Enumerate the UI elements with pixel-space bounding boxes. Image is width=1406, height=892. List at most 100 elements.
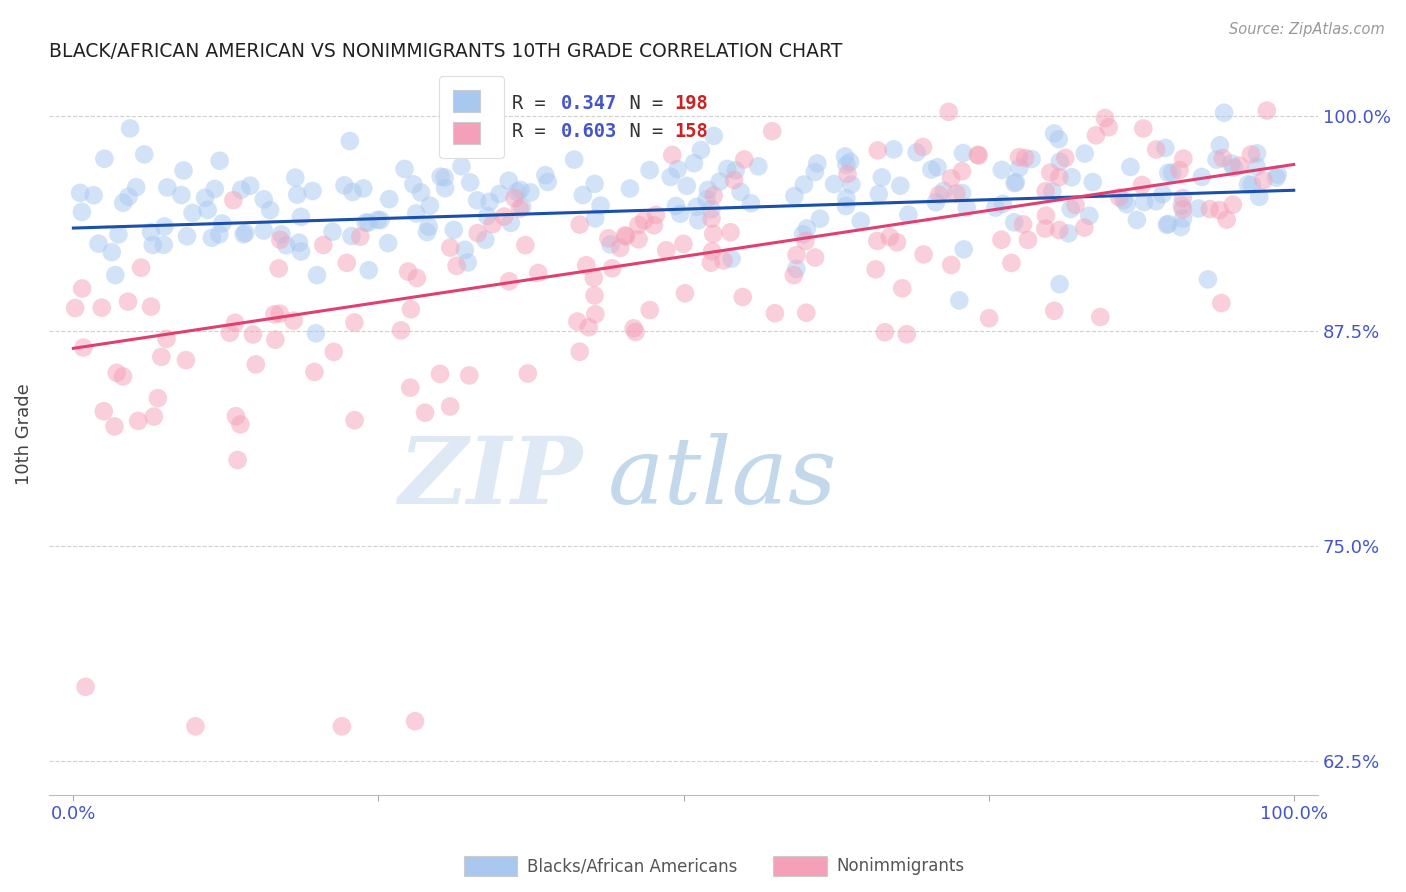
Point (948, 293, 970, 308)
Point (1060, 170, 1083, 185)
Point (63, 301, 86, 315)
Point (1144, 143, 1167, 157)
Point (1054, 151, 1077, 165)
Point (571, 188, 593, 202)
Text: R =: R = (512, 121, 557, 141)
Point (498, 274, 520, 288)
Point (666, 162, 689, 177)
Point (367, 212, 389, 227)
Point (804, 251, 827, 265)
Point (927, 160, 949, 174)
Text: 0.347: 0.347 (561, 95, 617, 113)
Point (1144, 194, 1167, 209)
Point (253, 223, 276, 237)
Point (1249, 190, 1271, 204)
Point (1212, 151, 1234, 165)
Point (253, 192, 276, 206)
Point (865, 262, 887, 277)
Point (129, 260, 152, 275)
Point (245, 358, 267, 372)
Point (222, 193, 245, 207)
Point (142, 409, 165, 424)
Point (730, 185, 752, 199)
Point (104, 268, 127, 282)
Point (839, 154, 862, 169)
Point (1171, 199, 1194, 213)
Point (979, 311, 1001, 326)
Point (1220, 156, 1243, 170)
Point (700, 255, 723, 269)
Point (1098, 120, 1121, 135)
Point (720, 252, 742, 266)
Point (406, 271, 429, 285)
Point (105, 366, 128, 380)
Point (284, 170, 307, 185)
Point (808, 211, 831, 226)
Point (1049, 154, 1071, 169)
Point (786, 248, 808, 262)
Point (675, 178, 697, 193)
Point (567, 314, 589, 328)
Point (70, 281, 93, 295)
Point (583, 177, 606, 191)
Text: 198: 198 (675, 95, 709, 113)
Point (229, 417, 252, 432)
Point (93, 152, 115, 166)
Point (688, 213, 710, 227)
Point (723, 173, 745, 187)
Point (1008, 161, 1031, 175)
Point (1043, 127, 1066, 141)
Point (1152, 187, 1174, 202)
Point (377, 236, 399, 251)
Point (700, 211, 723, 226)
Point (1039, 165, 1062, 179)
Point (457, 255, 479, 269)
Point (87, 236, 110, 251)
Point (339, 134, 361, 148)
Point (713, 253, 735, 268)
Point (1078, 209, 1101, 223)
Point (343, 413, 366, 427)
Point (232, 227, 254, 242)
Point (120, 121, 142, 136)
Point (354, 216, 377, 230)
Point (499, 216, 522, 230)
Point (111, 369, 134, 384)
Point (142, 238, 165, 252)
Point (1240, 178, 1263, 192)
Point (153, 219, 176, 234)
Point (583, 307, 606, 321)
Point (614, 229, 637, 244)
Point (733, 153, 755, 167)
Point (150, 350, 173, 364)
Point (416, 225, 439, 239)
Point (1205, 153, 1227, 167)
Point (1035, 184, 1057, 198)
Point (599, 237, 621, 252)
Point (731, 290, 754, 304)
Point (697, 183, 720, 197)
Point (950, 164, 973, 178)
Point (1156, 218, 1178, 232)
Point (793, 178, 815, 192)
Point (905, 145, 928, 160)
Point (72, 341, 94, 355)
Point (575, 258, 598, 272)
Point (394, 161, 416, 176)
Point (475, 209, 498, 223)
Point (683, 156, 706, 170)
Point (446, 259, 468, 273)
Point (1108, 190, 1130, 204)
Point (93, 404, 115, 418)
Point (343, 315, 366, 329)
Point (1004, 175, 1026, 189)
Point (873, 325, 896, 339)
Point (837, 167, 859, 181)
Point (537, 175, 560, 189)
Point (269, 307, 291, 321)
Point (218, 326, 240, 340)
Point (1002, 215, 1025, 229)
Point (107, 227, 129, 242)
Point (1094, 111, 1116, 125)
Point (1171, 211, 1194, 226)
